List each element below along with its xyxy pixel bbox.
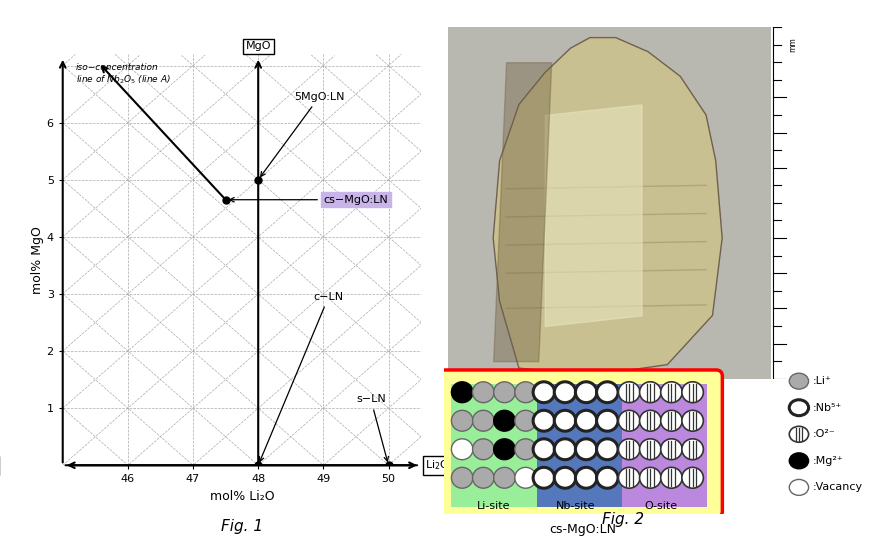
Text: :Mg²⁺: :Mg²⁺ — [813, 456, 843, 466]
Text: :O²⁻: :O²⁻ — [813, 429, 835, 439]
Bar — [452, 384, 537, 507]
Circle shape — [660, 382, 682, 403]
Circle shape — [789, 373, 808, 389]
Text: iso−concentration
line of Nb$_2$O$_5$ (line A): iso−concentration line of Nb$_2$O$_5$ (l… — [76, 63, 171, 86]
Text: Li-site: Li-site — [478, 501, 511, 511]
Text: Li$_2$O: Li$_2$O — [426, 458, 450, 472]
Circle shape — [660, 439, 682, 460]
Y-axis label: mol% MgO: mol% MgO — [30, 226, 44, 294]
Circle shape — [575, 410, 597, 431]
Text: s−LN: s−LN — [356, 394, 389, 461]
Circle shape — [555, 382, 576, 403]
Text: O-site: O-site — [644, 501, 677, 511]
Bar — [537, 384, 622, 507]
Text: c−LN: c−LN — [260, 292, 344, 461]
Circle shape — [472, 410, 494, 431]
Circle shape — [597, 382, 618, 403]
Circle shape — [682, 410, 703, 431]
Circle shape — [597, 439, 618, 460]
Circle shape — [789, 453, 808, 469]
Circle shape — [660, 467, 682, 488]
Circle shape — [640, 410, 661, 431]
Text: mm: mm — [788, 38, 797, 52]
Circle shape — [555, 439, 576, 460]
Text: :Vacancy: :Vacancy — [813, 483, 863, 492]
Circle shape — [640, 467, 661, 488]
Text: :Li⁺: :Li⁺ — [813, 376, 831, 386]
Circle shape — [494, 439, 515, 460]
Text: cs-MgO:LN: cs-MgO:LN — [549, 523, 616, 536]
Bar — [622, 384, 707, 507]
Circle shape — [640, 439, 661, 460]
Circle shape — [515, 467, 537, 488]
Circle shape — [472, 467, 494, 488]
Circle shape — [789, 479, 808, 496]
Circle shape — [575, 467, 597, 488]
Circle shape — [472, 439, 494, 460]
Circle shape — [452, 467, 473, 488]
Circle shape — [452, 439, 473, 460]
Circle shape — [452, 410, 473, 431]
Circle shape — [618, 410, 640, 431]
Circle shape — [452, 382, 473, 403]
Circle shape — [618, 382, 640, 403]
Circle shape — [597, 410, 618, 431]
Circle shape — [618, 439, 640, 460]
Circle shape — [494, 410, 515, 431]
Circle shape — [555, 410, 576, 431]
Circle shape — [515, 382, 537, 403]
Circle shape — [533, 467, 555, 488]
Text: :Nb⁵⁺: :Nb⁵⁺ — [813, 403, 841, 413]
Circle shape — [533, 382, 555, 403]
Text: Fig. 2: Fig. 2 — [601, 512, 644, 527]
Circle shape — [618, 467, 640, 488]
Circle shape — [640, 382, 661, 403]
Circle shape — [682, 467, 703, 488]
Circle shape — [533, 410, 555, 431]
Circle shape — [682, 382, 703, 403]
Circle shape — [515, 410, 537, 431]
FancyBboxPatch shape — [439, 370, 722, 517]
Circle shape — [575, 382, 597, 403]
Circle shape — [575, 439, 597, 460]
Circle shape — [555, 467, 576, 488]
Text: Fig. 1: Fig. 1 — [220, 519, 263, 534]
Text: MgO: MgO — [246, 42, 271, 51]
Text: Nb-site: Nb-site — [556, 501, 595, 511]
Circle shape — [515, 439, 537, 460]
Circle shape — [533, 439, 555, 460]
Circle shape — [789, 426, 808, 442]
Circle shape — [472, 382, 494, 403]
Circle shape — [494, 467, 515, 488]
Circle shape — [660, 410, 682, 431]
Circle shape — [682, 439, 703, 460]
Circle shape — [597, 467, 618, 488]
Text: cs−MgO:LN: cs−MgO:LN — [229, 195, 388, 204]
Text: 5MgO:LN: 5MgO:LN — [261, 92, 345, 176]
Circle shape — [494, 382, 515, 403]
Circle shape — [789, 400, 808, 415]
Polygon shape — [493, 38, 722, 375]
X-axis label: mol% Li₂O: mol% Li₂O — [210, 490, 274, 503]
